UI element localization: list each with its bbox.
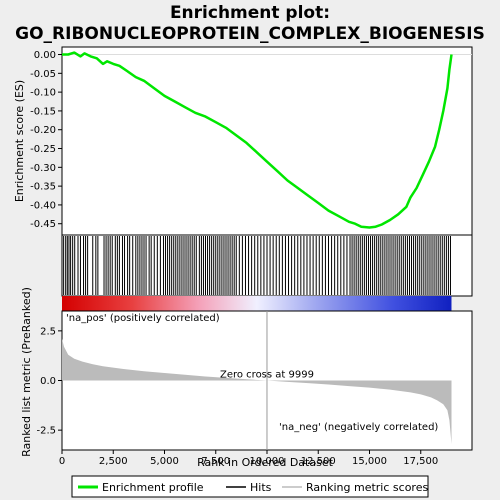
metric-y-axis: 2.5 0.0 -2.5 <box>36 326 62 437</box>
legend: Enrichment profile Hits Ranking metric sco… <box>78 481 428 494</box>
es-y-tick-label: -0.40 <box>30 200 56 211</box>
es-y-tick-label: -0.30 <box>30 163 56 174</box>
es-panel-frame <box>61 46 473 236</box>
rank-gradient-bar <box>62 296 452 311</box>
es-y-tick-label: -0.35 <box>30 182 56 193</box>
es-y-tick-label: 0.00 <box>34 50 56 61</box>
legend-box <box>71 475 429 498</box>
negative-correlation-label: 'na_neg' (negatively correlated) <box>279 422 438 433</box>
metric-y-axis-label: Ranked list metric (PreRanked) <box>20 287 33 457</box>
metric-y-tick-label: -2.5 <box>36 426 56 437</box>
zero-cross-label: Zero cross at 9999 <box>220 370 314 381</box>
x-tick-label: 15,000 <box>352 456 387 467</box>
es-y-tick-label: -0.45 <box>30 219 56 230</box>
metric-x-axis: 0 2,500 5,000 7,500 10,000 12,500 15,000 17,500 <box>59 450 438 467</box>
legend-label: Ranking metric scores <box>306 481 428 494</box>
title-line-2: GO_RIBONUCLEOPROTEIN_COMPLEX_BIOGENESIS <box>15 24 485 44</box>
es-y-axis: 0.00 -0.05 -0.10 -0.15 -0.20 -0.25 -0.30 -0.35 -… <box>30 50 62 230</box>
positive-correlation-label: 'na_pos' (positively correlated) <box>66 313 220 324</box>
es-y-tick-label: -0.15 <box>30 106 56 117</box>
metric-y-tick-label: 2.5 <box>40 326 56 337</box>
x-tick-label: 7,500 <box>201 456 230 467</box>
x-tick-label: 17,500 <box>403 456 438 467</box>
x-tick-label: 2,500 <box>99 456 128 467</box>
es-y-axis-label: Enrichment score (ES) <box>13 80 26 202</box>
x-axis-label: Rank in Ordered Dataset <box>197 456 334 469</box>
es-y-tick-label: -0.10 <box>30 88 56 99</box>
enrichment-profile-line <box>62 51 453 229</box>
x-tick-label: 12,500 <box>301 456 336 467</box>
es-y-tick-label: -0.05 <box>30 69 56 80</box>
x-tick-label: 5,000 <box>150 456 179 467</box>
hit-marks <box>63 236 451 295</box>
metric-y-tick-label: 0.0 <box>40 376 56 387</box>
title-line-1: Enrichment plot: <box>170 3 330 23</box>
legend-label: Enrichment profile <box>102 481 204 494</box>
x-tick-label: 0 <box>59 456 65 467</box>
es-y-tick-label: -0.25 <box>30 144 56 155</box>
legend-label: Hits <box>250 481 272 494</box>
es-y-tick-label: -0.20 <box>30 125 56 136</box>
x-tick-label: 10,000 <box>250 456 285 467</box>
